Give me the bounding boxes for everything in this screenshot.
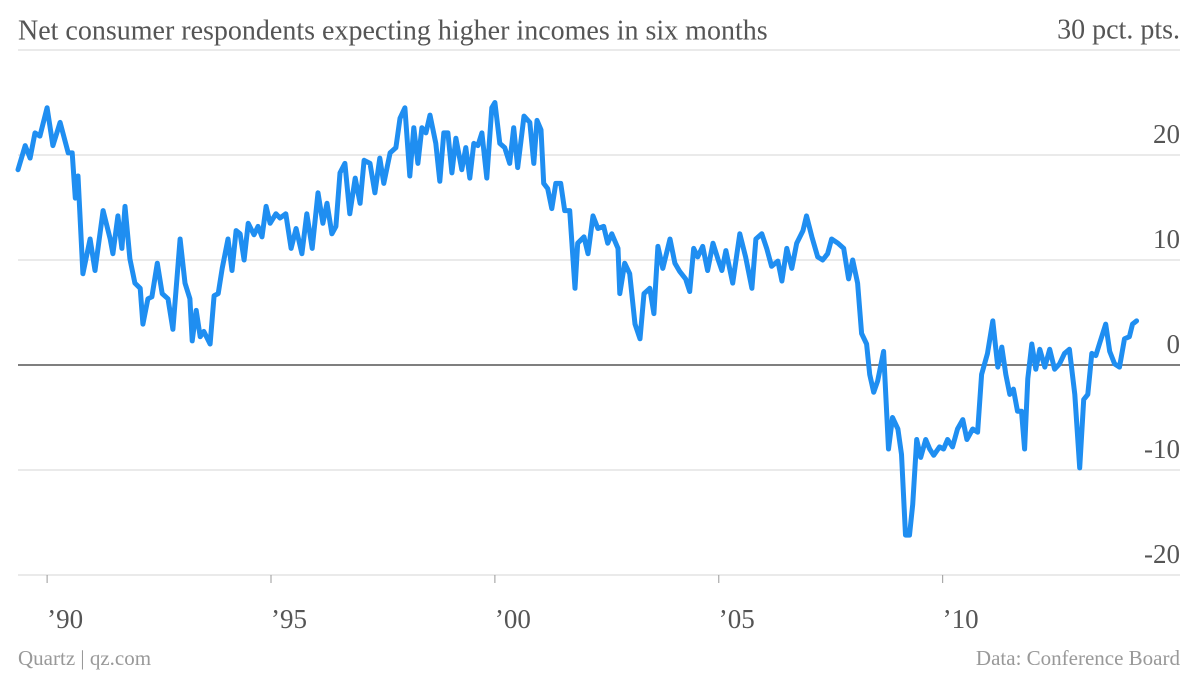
y-tick-label: -10 <box>1144 434 1180 464</box>
data-line <box>15 100 1140 538</box>
x-tick-label: ’05 <box>719 604 755 634</box>
credit: Quartz | qz.com <box>18 646 151 670</box>
chart-title: Net consumer respondents expecting highe… <box>18 15 768 46</box>
source: Data: Conference Board <box>976 646 1181 670</box>
y-tick-label: 20 <box>1153 119 1180 149</box>
y-tick-label: -20 <box>1144 539 1180 569</box>
y-tick-label: 30 pct. pts. <box>1057 14 1180 45</box>
x-tick-label: ’00 <box>495 604 531 634</box>
y-tick-label: 0 <box>1167 329 1181 359</box>
x-tick-label: ’95 <box>271 604 307 634</box>
y-tick-label: 10 <box>1153 224 1180 254</box>
x-tick-label: ’90 <box>47 604 83 634</box>
x-tick-label: ’10 <box>943 604 979 634</box>
